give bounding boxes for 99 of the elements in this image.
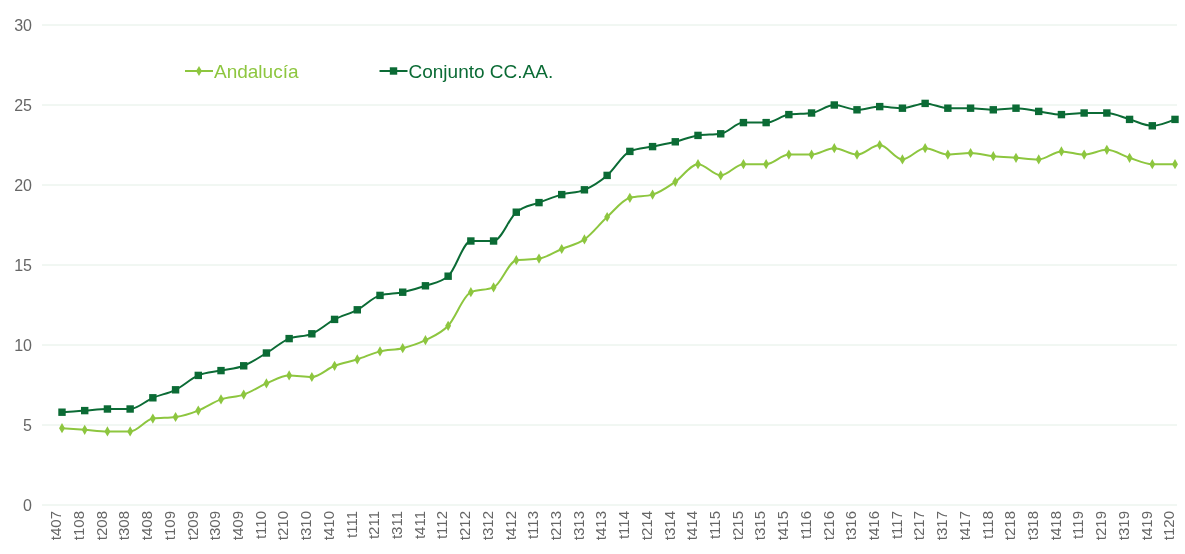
point — [1080, 109, 1088, 117]
x-tick-label: t308 — [115, 511, 133, 541]
x-tick-label: t115 — [705, 511, 723, 540]
x-tick-label: t309 — [206, 511, 224, 541]
point — [898, 104, 907, 112]
y-tick-label: 15 — [14, 256, 33, 274]
point — [830, 101, 838, 109]
x-tick-label: t110 — [251, 511, 269, 540]
point — [285, 334, 293, 343]
point — [58, 408, 66, 416]
point — [671, 138, 679, 146]
point — [1171, 115, 1179, 124]
y-tick-label: 5 — [23, 416, 33, 434]
x-tick-label: t213 — [546, 511, 564, 541]
x-tick-label: t113 — [524, 511, 542, 540]
x-tick-label: t217 — [910, 511, 928, 541]
point — [762, 118, 770, 127]
x-tick-label: t117 — [887, 511, 905, 540]
point — [1103, 109, 1111, 117]
x-tick-label: t209 — [183, 511, 201, 541]
x-tick-label: t108 — [69, 511, 87, 541]
point — [785, 110, 793, 119]
x-tick-label: t315 — [751, 511, 769, 541]
x-tick-label: t419 — [1137, 511, 1155, 541]
x-tick-label: t116 — [796, 511, 814, 540]
point — [399, 288, 407, 296]
x-tick-label: t314 — [660, 511, 678, 541]
x-tick-label: t412 — [501, 511, 519, 541]
point — [807, 109, 816, 117]
x-tick-label: t215 — [728, 511, 746, 541]
point — [467, 237, 475, 245]
x-tick-label: t118 — [978, 511, 996, 540]
point — [626, 147, 634, 156]
point — [149, 394, 157, 402]
point — [853, 106, 861, 114]
x-tick-label: t112 — [433, 511, 451, 540]
point — [921, 99, 929, 108]
x-tick-label: t418 — [1046, 511, 1064, 541]
x-tick-label: t119 — [1069, 511, 1087, 540]
point — [308, 330, 316, 338]
x-tick-label: t417 — [955, 511, 973, 541]
x-tick-label: t311 — [387, 511, 405, 540]
point — [535, 198, 543, 207]
y-tick-label: 25 — [14, 96, 33, 114]
x-tick-label: t415 — [774, 511, 792, 541]
x-tick-label: t410 — [319, 511, 337, 541]
x-tick-label: t413 — [592, 511, 610, 541]
point — [262, 349, 271, 357]
y-tick-label: 20 — [14, 176, 33, 194]
legend-label: Conjunto CC.AA. — [408, 61, 554, 82]
point — [240, 362, 248, 370]
x-tick-label: t212 — [456, 511, 474, 541]
y-tick-label: 30 — [14, 16, 33, 34]
legend-label: Andalucía — [214, 61, 299, 82]
x-tick-label: t414 — [683, 511, 701, 541]
x-tick-label: t317 — [933, 511, 951, 541]
point — [966, 104, 975, 112]
point — [103, 405, 112, 413]
point — [126, 405, 134, 413]
point — [353, 306, 361, 314]
x-tick-label: t313 — [569, 511, 587, 541]
point — [603, 171, 611, 180]
point — [217, 366, 225, 375]
point — [376, 291, 384, 300]
y-tick-label: 10 — [14, 336, 33, 354]
x-tick-label: t111 — [342, 511, 360, 538]
x-tick-label: t210 — [274, 511, 292, 541]
x-tick-label: t216 — [819, 511, 837, 541]
point — [580, 186, 589, 194]
point — [944, 104, 952, 112]
x-tick-label: t208 — [92, 511, 110, 541]
x-tick-label: t109 — [160, 511, 178, 541]
x-tick-label: t416 — [864, 511, 882, 541]
point — [444, 272, 452, 280]
point — [421, 282, 430, 290]
x-tick-label: t214 — [637, 511, 655, 541]
x-tick-label: t120 — [1160, 511, 1178, 541]
point — [489, 237, 498, 245]
x-tick-label: t316 — [842, 511, 860, 541]
point — [171, 386, 180, 394]
point — [694, 131, 702, 140]
x-tick-label: t211 — [365, 511, 383, 540]
x-tick-label: t218 — [1001, 511, 1019, 541]
x-tick-label: t408 — [138, 511, 156, 541]
x-tick-label: t310 — [297, 511, 315, 541]
point — [1148, 122, 1156, 130]
x-tick-label: t219 — [1092, 511, 1110, 541]
x-tick-label: t114 — [615, 511, 633, 540]
x-tick-label: t411 — [410, 511, 428, 540]
x-tick-label: t407 — [47, 511, 65, 541]
x-tick-label: t319 — [1114, 511, 1132, 541]
x-tick-label: t318 — [1023, 511, 1041, 541]
point — [512, 208, 520, 216]
point — [1012, 104, 1020, 112]
point — [717, 130, 725, 138]
y-tick-label: 0 — [23, 496, 33, 514]
x-tick-label: t312 — [478, 511, 496, 541]
point — [989, 106, 997, 114]
x-tick-label: t409 — [228, 511, 246, 541]
